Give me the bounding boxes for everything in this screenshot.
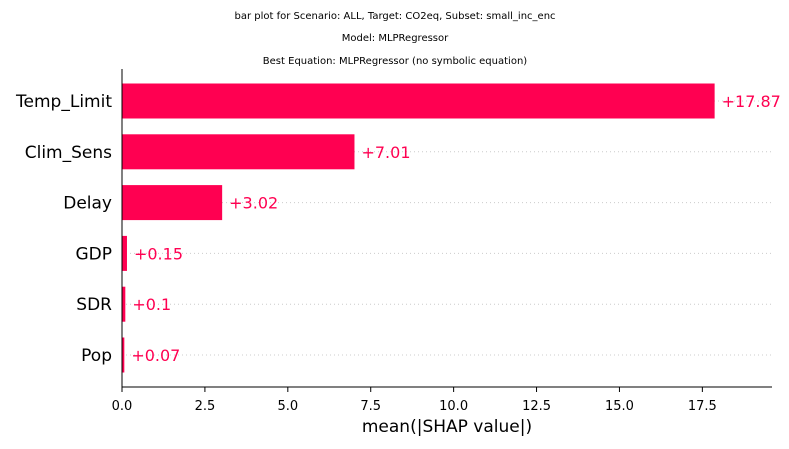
value-label-delay: +3.02	[229, 194, 278, 213]
value-label-pop: +0.07	[131, 346, 180, 365]
y-tick-label-delay: Delay	[63, 194, 112, 214]
x-axis-label: mean(|SHAP value|)	[362, 417, 532, 437]
x-tick-label-4: 10.0	[439, 399, 468, 414]
y-tick-label-clim-sens: Clim_Sens	[25, 143, 112, 163]
chart-titles: bar plot for Scenario: ALL, Target: CO2e…	[234, 11, 555, 67]
value-label-temp-limit: +17.87	[722, 92, 781, 111]
chart-title-line-3: Best Equation: MLPRegressor (no symbolic…	[263, 56, 527, 67]
y-tick-label-sdr: SDR	[76, 295, 112, 315]
bar-delay	[122, 185, 223, 221]
x-tick-label-1: 2.5	[195, 399, 216, 414]
chart-title-line-1: bar plot for Scenario: ALL, Target: CO2e…	[234, 11, 555, 22]
y-tick-label-gdp: GDP	[75, 244, 112, 264]
value-label-gdp: +0.15	[134, 244, 183, 263]
x-tick-label-6: 15.0	[605, 399, 634, 414]
x-tick-label-2: 5.0	[277, 399, 298, 414]
bar-clim-sens	[122, 134, 355, 170]
y-tick-labels-group: Temp_Limit Clim_Sens Delay GDP SDR Pop	[15, 92, 112, 366]
x-tick-label-3: 7.5	[360, 399, 381, 414]
axes-group	[121, 69, 772, 388]
chart-title-line-2: Model: MLPRegressor	[342, 33, 449, 44]
x-tick-label-0: 0.0	[112, 399, 133, 414]
bar-sdr	[122, 286, 126, 322]
value-labels-group: +17.87 +7.01 +3.02 +0.15 +0.1 +0.07	[131, 92, 781, 365]
bar-temp-limit	[122, 83, 715, 119]
bar-gdp	[122, 235, 127, 271]
y-tick-label-temp-limit: Temp_Limit	[15, 92, 112, 112]
x-tick-label-5: 12.5	[522, 399, 551, 414]
bars-group	[122, 83, 715, 373]
value-label-sdr: +0.1	[132, 295, 171, 314]
x-tick-label-7: 17.5	[688, 399, 717, 414]
y-tick-label-pop: Pop	[81, 346, 112, 366]
value-label-clim-sens: +7.01	[361, 143, 410, 162]
bar-pop	[122, 337, 125, 373]
x-ticks-group: 0.0 2.5 5.0 7.5 10.0 12.5 15.0 17.5	[112, 387, 717, 414]
